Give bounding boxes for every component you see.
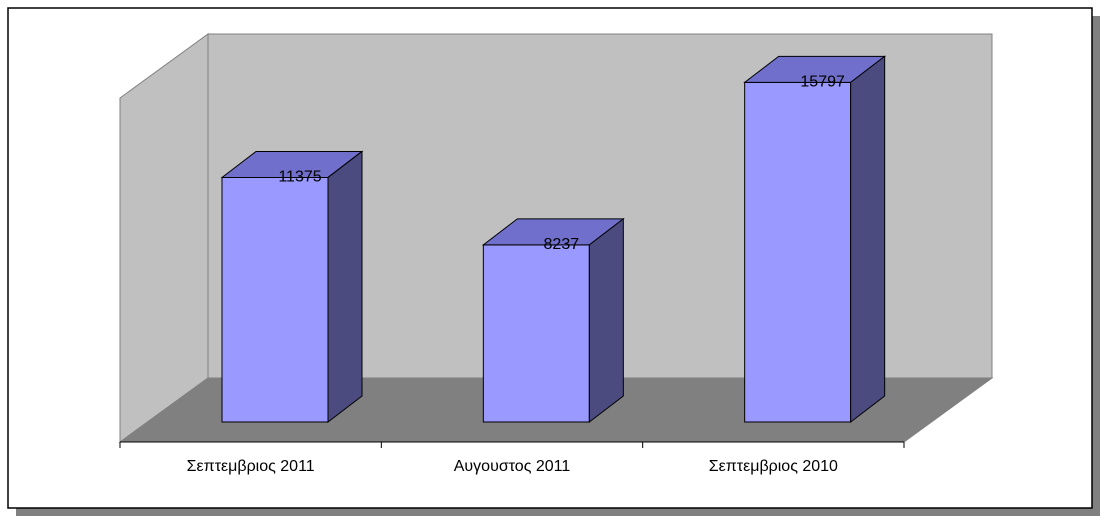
x-tick-label: Σεπτεμβριος 2010 — [709, 458, 838, 475]
bar-front — [744, 81, 852, 423]
plot-area: 11375 Σεπτεμβριος 2011 8237 Αυγουστος 2011 1… — [118, 33, 994, 475]
x-tick-label: Αυγουστος 2011 — [454, 458, 571, 475]
bar-front — [482, 244, 590, 423]
x-tick-label: Σεπτεμβριος 2011 — [187, 458, 315, 475]
side-wall — [119, 33, 209, 443]
bar-front — [221, 176, 329, 423]
bar-side — [588, 217, 624, 424]
bar — [481, 217, 625, 424]
bar-side — [850, 55, 886, 424]
data-label: 15797 — [800, 74, 845, 91]
bar — [220, 150, 364, 424]
data-label: 11375 — [278, 169, 321, 186]
bar — [743, 55, 887, 424]
data-label: 8237 — [544, 236, 580, 253]
bar-side — [327, 150, 363, 424]
